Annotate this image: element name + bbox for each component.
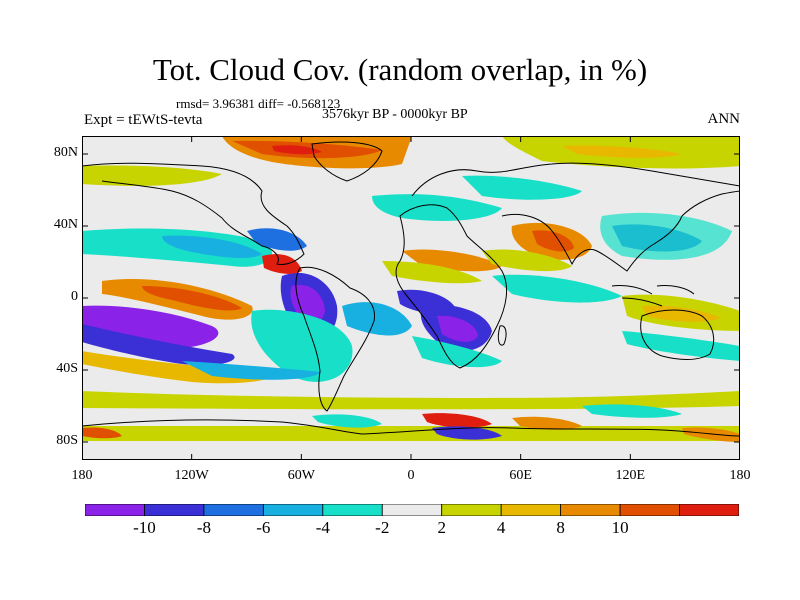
anomaly-region	[82, 324, 235, 366]
coastline-north-america	[82, 162, 305, 265]
coastline-europe-north	[411, 162, 740, 197]
anomaly-region	[342, 302, 412, 336]
colorbar-segment	[381, 504, 443, 516]
cloud-cover-map	[82, 136, 740, 460]
colorbar-segment	[144, 504, 205, 516]
latitude-label: 80S	[56, 433, 78, 448]
anomaly-region	[262, 254, 302, 274]
anomaly-region	[82, 391, 740, 410]
longitude-label: 120W	[174, 468, 209, 483]
colorbar-label: 8	[556, 518, 565, 537]
coastline-madagascar	[497, 325, 507, 346]
anomaly-region	[251, 309, 353, 382]
colorbar-segment	[203, 504, 264, 516]
latitude-label: 40S	[56, 361, 78, 376]
anomaly-region	[312, 414, 382, 428]
experiment-label: Expt = tEWtS-tevta	[84, 112, 203, 128]
colorbar-label: 2	[437, 518, 446, 537]
anomaly-region	[82, 426, 740, 441]
anomaly-region	[247, 228, 307, 251]
anomaly-region	[182, 361, 322, 380]
anomaly-region	[642, 305, 722, 322]
latitude-label: 80N	[53, 145, 78, 160]
anomaly-region	[412, 336, 502, 368]
coastline-antarctica	[82, 419, 740, 437]
colorbar-segment	[500, 504, 562, 516]
season-label: ANN	[707, 111, 741, 127]
longitude-label: 0	[407, 468, 415, 483]
colorbar	[85, 504, 739, 516]
longitude-label: 180	[71, 468, 93, 483]
coastline-indonesia	[611, 285, 695, 307]
anomaly-region	[582, 404, 682, 418]
latitude-label: 0	[71, 289, 78, 304]
colorbar-segment	[679, 504, 739, 516]
page-title: Tot. Cloud Cov. (random overlap, in %)	[152, 52, 648, 87]
colorbar-label: -10	[133, 518, 156, 537]
longitude-label: 60E	[509, 468, 532, 483]
anomaly-region	[422, 413, 492, 428]
anomaly-region	[272, 145, 322, 155]
longitude-label: 120E	[615, 468, 646, 483]
colorbar-segment	[441, 504, 502, 516]
longitude-label: 180	[729, 468, 751, 483]
anomaly-region	[437, 315, 478, 342]
anomaly-region	[462, 175, 582, 200]
anomaly-region	[682, 427, 740, 442]
anomaly-region	[512, 416, 582, 430]
anomaly-region	[562, 145, 682, 158]
coastline-australia	[640, 309, 715, 360]
anomaly-region	[82, 427, 122, 439]
coastline-greenland	[311, 141, 383, 182]
longitude-label: 60W	[287, 468, 315, 483]
anomaly-region	[600, 212, 732, 260]
anomaly-region	[372, 194, 502, 221]
anomaly-region	[162, 235, 262, 259]
anomaly-region	[532, 230, 574, 252]
coastline-south-america	[295, 266, 376, 412]
latitude-label: 40N	[53, 217, 78, 232]
colorbar-segment	[262, 504, 324, 516]
colorbar-label: 4	[496, 518, 506, 537]
colorbar-segment	[560, 504, 621, 516]
colorbar-label: 10	[611, 518, 629, 537]
colorbar-segment	[619, 504, 680, 516]
colorbar-label: -6	[256, 518, 271, 537]
anomaly-region	[82, 165, 222, 186]
anomaly-region	[482, 249, 572, 272]
colorbar-label: -2	[375, 518, 390, 537]
colorbar-segment	[85, 504, 145, 516]
map-ticks	[82, 136, 740, 460]
colorbar-label: -4	[315, 518, 330, 537]
stats-label: rmsd= 3.96381 diff= -0.568123	[176, 96, 341, 111]
anomaly-region	[492, 274, 622, 303]
coastlines	[82, 141, 740, 437]
coastline-asia	[501, 190, 740, 272]
anomaly-region	[142, 286, 242, 311]
period-label: 3576kyr BP - 0000kyr BP	[322, 107, 468, 122]
anomaly-region	[432, 426, 502, 440]
anomaly-region	[382, 261, 482, 284]
colorbar-label: -8	[196, 518, 211, 537]
colorbar-segment	[322, 504, 383, 516]
anomaly-field	[82, 136, 740, 442]
coastline-eurasia-africa	[395, 204, 508, 369]
